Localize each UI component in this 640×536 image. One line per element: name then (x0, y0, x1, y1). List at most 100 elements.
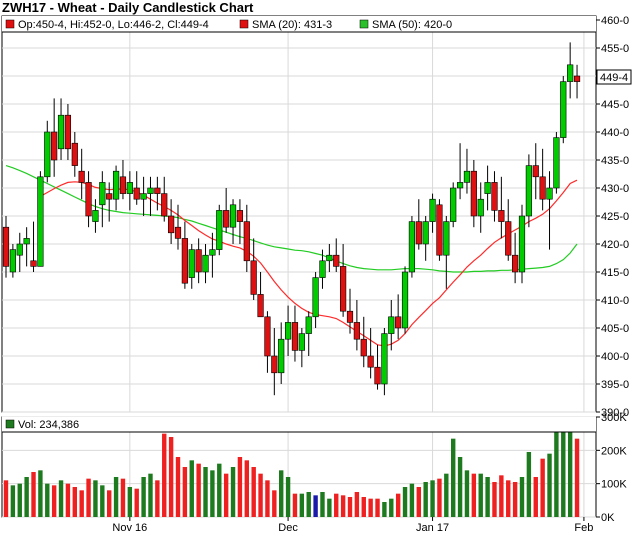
volume-bar (45, 483, 50, 517)
volume-bar (86, 478, 91, 517)
candle-body (236, 210, 244, 222)
price-tick-label: 395-0 (601, 379, 629, 391)
candle-body (147, 187, 154, 194)
volume-bar (72, 487, 77, 517)
candle-body (415, 221, 422, 245)
candle-body (470, 170, 477, 217)
candle-body (305, 316, 312, 334)
volume-bar (65, 483, 71, 517)
volume-bar (230, 467, 236, 517)
volume-bar (196, 463, 201, 517)
candle-body (388, 316, 395, 334)
chart-title: ZWH17 - Wheat - Daily Candlestick Chart (2, 0, 254, 15)
candle-body (85, 182, 92, 217)
volume-bar (485, 477, 490, 517)
candle-body (284, 322, 292, 340)
volume-bar (506, 480, 511, 517)
price-tick-label: 430-0 (601, 183, 629, 195)
volume-bar (533, 477, 538, 517)
volume-bar (547, 453, 552, 517)
candle-body (505, 221, 512, 256)
candle-body (532, 165, 539, 178)
volume-bar (437, 478, 442, 517)
candle-body (250, 260, 257, 295)
volume-bar (168, 437, 174, 517)
volume-bar (471, 473, 477, 517)
candle-body (539, 176, 546, 200)
candle-body (463, 170, 471, 183)
volume-bar (327, 498, 332, 517)
volume-bar (58, 480, 64, 517)
volume-bar (540, 458, 545, 517)
volume-bar (409, 483, 415, 517)
volume-bar (526, 452, 532, 517)
candle-body (429, 198, 436, 222)
sma50-legend-marker (359, 19, 369, 29)
volume-bar (217, 463, 222, 517)
volume-bar (175, 457, 181, 517)
candle-body (229, 204, 237, 228)
last-price-label: 449-4 (600, 72, 628, 84)
volume-bar (182, 467, 188, 517)
volume-bar (10, 485, 16, 517)
volume-bar (279, 470, 284, 517)
volume-bar (244, 460, 249, 517)
volume-bar (107, 490, 112, 517)
volume-bar (120, 478, 126, 517)
candle-body (126, 182, 133, 194)
volume-bar (100, 485, 105, 517)
candle-body (560, 81, 567, 138)
price-tick-label: 415-0 (601, 267, 629, 279)
price-tick-label: 425-0 (601, 211, 629, 223)
price-tick-label: 400-0 (601, 351, 629, 363)
volume-bar (382, 502, 387, 517)
price-tick-label: 440-0 (601, 127, 629, 139)
candle-body (209, 249, 216, 256)
candle-body (360, 338, 367, 357)
candle-body (140, 193, 147, 200)
volume-bar (251, 467, 256, 517)
volume-bar (299, 493, 305, 517)
volume-bar (134, 488, 139, 517)
price-tick-label: 390-0 (601, 407, 629, 419)
candle-body (567, 64, 574, 82)
candle-body (395, 316, 402, 329)
date-tick-label: Jan 17 (416, 522, 449, 534)
candle-body (353, 322, 360, 340)
candle-body (573, 75, 581, 82)
candle-body (518, 215, 526, 273)
candle-body (23, 238, 30, 245)
sma20-legend-marker (239, 19, 249, 29)
volume-bar (512, 482, 518, 517)
candle-body (553, 137, 560, 189)
volume-bar (389, 498, 394, 517)
volume-legend: Vol: 234,386 (18, 419, 79, 431)
volume-bar (113, 477, 119, 517)
candle-body (340, 266, 347, 312)
candle-body (422, 221, 429, 245)
volume-tick-label: 200K (601, 445, 627, 457)
volume-bar (519, 477, 525, 517)
volume-bar (141, 477, 146, 517)
candle-body (16, 243, 23, 256)
sma20-legend: SMA (20): 431-3 (252, 19, 332, 31)
candle-body (374, 366, 381, 385)
candle-body (456, 182, 464, 189)
volume-bar (574, 438, 580, 517)
price-tick-label: 435-0 (601, 155, 629, 167)
volume-bar (430, 480, 435, 517)
legend-bg (2, 16, 596, 32)
candle-body (51, 131, 58, 161)
candle-body (291, 322, 299, 351)
candle-body (257, 294, 264, 318)
volume-tick-label: 300K (601, 412, 627, 424)
sma50-layer (5, 165, 578, 273)
candle-body (99, 182, 106, 206)
volume-bar (478, 473, 483, 517)
volume-tick-label: 0K (601, 512, 615, 524)
candle-body (512, 254, 519, 273)
volume-bar (340, 495, 346, 517)
candle-body (450, 187, 457, 222)
date-axis: Nov 16 Dec Jan 17 Feb (112, 517, 593, 534)
volume-bar (457, 457, 463, 517)
